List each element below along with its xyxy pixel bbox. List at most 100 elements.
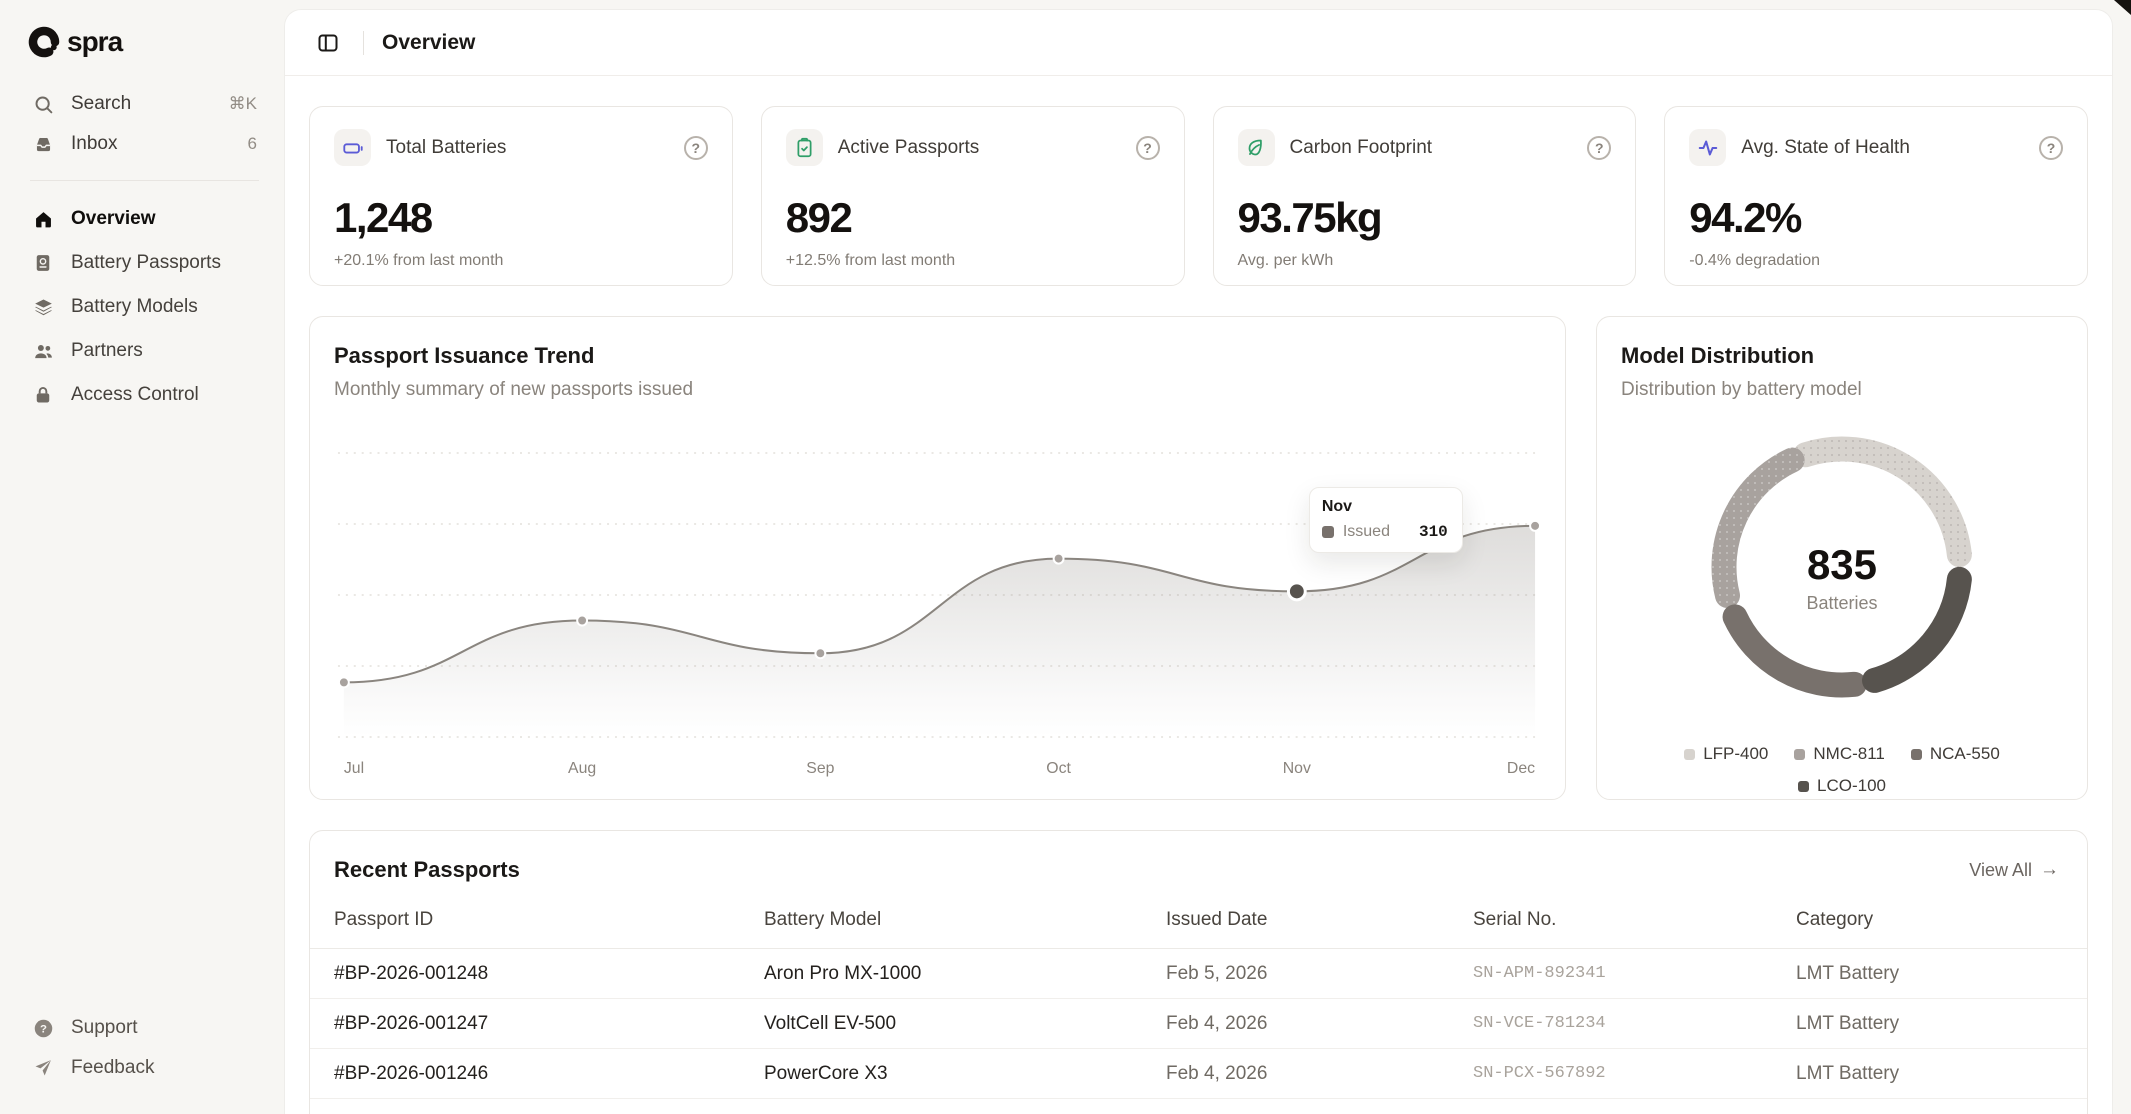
brand-wordmark: spra — [67, 26, 123, 57]
sidebar-item-label: Search — [71, 93, 132, 114]
stat-title: Active Passports — [837, 136, 980, 158]
sidebar-item-battery-passports[interactable]: Battery Passports — [22, 243, 267, 283]
help-icon[interactable]: ? — [1135, 135, 1160, 160]
brand-mark-icon — [28, 26, 60, 58]
donut-segment-lco-100[interactable] — [1862, 566, 1972, 693]
data-point[interactable] — [576, 614, 589, 627]
charts-row: Passport Issuance Trend Monthly summary … — [309, 316, 2088, 800]
sidebar-item-label: Battery Models — [71, 296, 198, 317]
stat-note: +12.5% from last month — [785, 252, 956, 269]
legend-item-lco-100: LCO-100 — [1798, 776, 1886, 796]
sidebar-item-overview[interactable]: Overview — [22, 199, 267, 239]
search-shortcut: ⌘K — [228, 94, 257, 113]
svg-text:?: ? — [40, 1023, 47, 1035]
activity-icon — [1689, 129, 1727, 166]
layers-icon — [32, 296, 54, 318]
stat-value: 1,248 — [334, 194, 433, 241]
sidebar-item-inbox[interactable]: Inbox 6 — [22, 124, 267, 164]
sidebar-item-search[interactable]: Search ⌘K — [22, 84, 267, 124]
cell-model: PowerCore X3 — [764, 1062, 888, 1084]
area-fill — [343, 525, 1536, 737]
cell-date: Feb 4, 2026 — [1166, 1062, 1268, 1084]
table-row[interactable]: #BP-2026-001248 Aron Pro MX-1000 Feb 5, 20… — [310, 949, 2087, 999]
table-row[interactable]: #BP-2026-001246 PowerCore X3 Feb 4, 2026 SN… — [310, 1049, 2087, 1099]
stat-card-active-passports: Active Passports ? 892 +12.5% from last … — [760, 106, 1185, 286]
trend-title: Passport Issuance Trend — [334, 343, 595, 368]
data-point[interactable] — [814, 647, 827, 660]
help-circle-icon: ? — [32, 1017, 54, 1039]
sidebar-item-battery-models[interactable]: Battery Models — [22, 287, 267, 327]
donut-center-value: 835 — [1807, 541, 1877, 588]
trend-line — [343, 524, 1536, 684]
trend-subtitle: Monthly summary of new passports issued — [334, 379, 694, 400]
column-header-serial-no: Serial No. — [1473, 908, 1557, 930]
page-title: Overview — [382, 30, 476, 54]
table-row[interactable]: #BP-2026-001247 VoltCell EV-500 Feb 4, 202… — [310, 999, 2087, 1049]
tooltip-value: 310 — [1418, 523, 1448, 542]
stat-value: 94.2% — [1689, 194, 1802, 241]
legend-label: LFP-400 — [1703, 744, 1769, 763]
stat-title: Avg. State of Health — [1741, 136, 1910, 158]
column-header-issued-date: Issued Date — [1166, 908, 1268, 930]
x-axis-label: Oct — [1046, 760, 1071, 777]
sidebar-divider — [30, 180, 259, 181]
trend-line-chart[interactable]: Jul Aug Sep Oct Nov Dec Nov Issued 310 — [334, 429, 1541, 781]
column-header-passport-id: Passport ID — [334, 908, 434, 930]
cell-serial: SN-PCX-567892 — [1473, 1064, 1606, 1083]
sidebar-item-label: Battery Passports — [71, 252, 221, 273]
column-header-category: Category — [1796, 908, 1874, 930]
column-header-battery-model: Battery Model — [764, 908, 882, 930]
distribution-subtitle: Distribution by battery model — [1621, 379, 1862, 400]
topbar: Overview — [285, 10, 2112, 76]
sidebar-item-label: Partners — [71, 340, 143, 361]
sidebar: spra Search ⌘K Inbox 6 — [0, 0, 285, 1114]
legend-swatch — [1798, 780, 1809, 792]
data-point[interactable] — [1529, 519, 1541, 532]
brand-logo[interactable]: spra — [22, 26, 267, 58]
legend-item-nmc-811: NMC-811 — [1794, 744, 1885, 764]
stat-title: Total Batteries — [386, 136, 507, 158]
help-icon[interactable]: ? — [2039, 135, 2063, 160]
sidebar-item-label: Feedback — [71, 1057, 155, 1078]
donut-segment-lfp-400[interactable] — [1793, 436, 1972, 568]
cell-date: Feb 4, 2026 — [1166, 1012, 1268, 1034]
cell-model: VoltCell EV-500 — [764, 1012, 897, 1034]
donut-segment-nmc-811[interactable] — [1711, 447, 1805, 609]
donut-center-label: Batteries — [1806, 593, 1877, 613]
recent-passports-title: Recent Passports — [334, 857, 520, 882]
table-body: #BP-2026-001248 Aron Pro MX-1000 Feb 5, 20… — [310, 949, 2087, 1099]
sidebar-toggle-button[interactable] — [311, 26, 345, 60]
view-all-button[interactable]: View All → — [1969, 859, 2059, 881]
help-icon[interactable]: ? — [1587, 135, 1612, 160]
active-data-point[interactable] — [1286, 581, 1307, 602]
sidebar-item-label: Access Control — [71, 384, 199, 405]
donut-segment-nca-550[interactable] — [1722, 604, 1867, 698]
inbox-icon — [32, 133, 54, 155]
data-point[interactable] — [337, 676, 350, 689]
search-icon — [32, 93, 54, 115]
donut-chart[interactable]: 835 Batteries — [1620, 411, 2064, 738]
data-point[interactable] — [1052, 552, 1065, 565]
help-icon[interactable]: ? — [683, 135, 708, 160]
battery-icon — [334, 129, 371, 166]
stat-card-carbon-footprint: Carbon Footprint ? 93.75kg Avg. per kWh — [1212, 106, 1637, 286]
sidebar-item-access-control[interactable]: Access Control — [22, 375, 267, 415]
tooltip-series-swatch — [1321, 526, 1334, 539]
send-icon — [32, 1057, 54, 1079]
x-axis-label: Sep — [806, 760, 834, 777]
sidebar-item-partners[interactable]: Partners — [22, 331, 267, 371]
sidebar-item-support[interactable]: ? Support — [22, 1008, 267, 1048]
stat-note: +20.1% from last month — [334, 252, 504, 269]
cell-category: LMT Battery — [1796, 1012, 1900, 1034]
distribution-title: Model Distribution — [1621, 343, 1815, 368]
users-icon — [32, 340, 54, 362]
cell-category: LMT Battery — [1796, 962, 1900, 984]
legend-item-lfp-400: LFP-400 — [1684, 744, 1768, 764]
stat-note: -0.4% degradation — [1689, 252, 1821, 269]
x-axis-label: Jul — [344, 760, 364, 777]
sidebar-item-feedback[interactable]: Feedback — [22, 1048, 267, 1088]
distribution-card: Model Distribution Distribution by batte… — [1596, 316, 2088, 800]
cell-id: #BP-2026-001248 — [334, 962, 489, 984]
cell-id: #BP-2026-001247 — [334, 1012, 489, 1034]
